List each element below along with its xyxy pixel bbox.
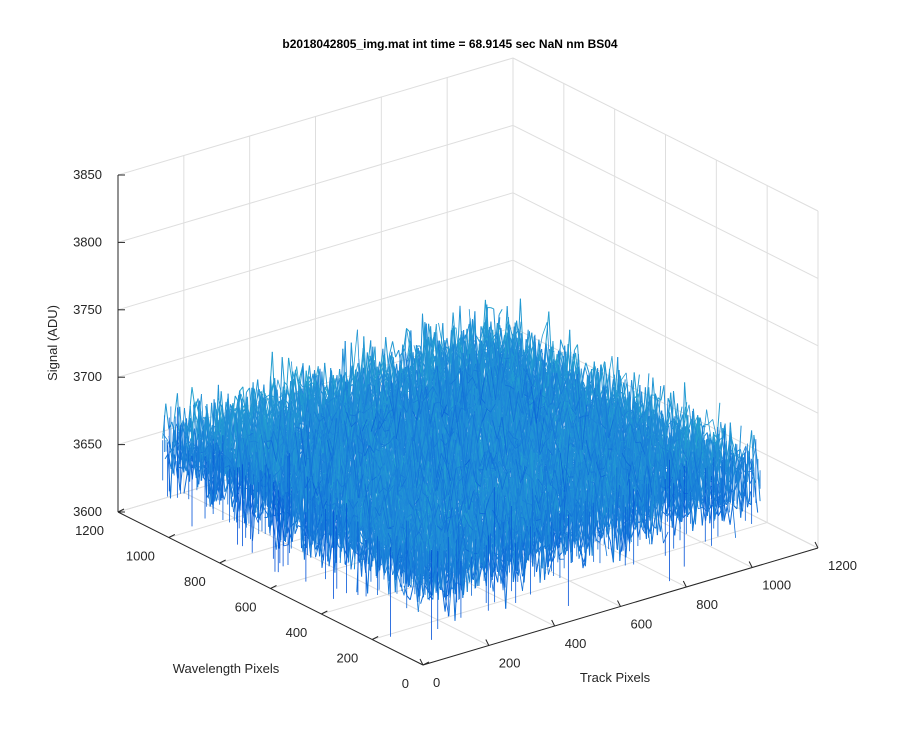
surface-segment bbox=[202, 476, 207, 482]
surface-segment bbox=[426, 381, 431, 387]
back-wall-grid-line bbox=[117, 259, 514, 378]
surface-segment bbox=[499, 338, 504, 354]
surface-segment bbox=[384, 362, 389, 381]
surface-segment bbox=[288, 357, 293, 380]
surface-segment bbox=[458, 342, 463, 354]
surface-segment bbox=[226, 448, 231, 481]
side-wall-grid-line bbox=[512, 327, 819, 482]
surface-segment bbox=[367, 340, 372, 369]
surface-segment bbox=[491, 334, 496, 340]
surface-segment bbox=[239, 386, 244, 392]
surface-mesh bbox=[162, 298, 761, 640]
surface-segment bbox=[195, 401, 200, 415]
surface-segment bbox=[452, 312, 457, 351]
surface-segment bbox=[439, 323, 444, 364]
surface-segment bbox=[479, 325, 484, 342]
side-wall-grid-line bbox=[512, 57, 819, 212]
surface-segment bbox=[394, 369, 399, 389]
surface-segment bbox=[407, 330, 412, 355]
surface-segment bbox=[191, 444, 196, 450]
surface-segment bbox=[355, 394, 360, 399]
surface-segment bbox=[193, 412, 198, 421]
surface-segment bbox=[281, 357, 286, 395]
surface-segment bbox=[385, 337, 390, 371]
surface-segment bbox=[412, 379, 417, 407]
surface-segment bbox=[362, 348, 367, 390]
surface-segment bbox=[324, 386, 329, 394]
surface-segment bbox=[392, 341, 397, 358]
surface-segment bbox=[300, 397, 304, 414]
surface-segment bbox=[173, 393, 178, 420]
surface-segment bbox=[498, 308, 503, 316]
surface-segment bbox=[379, 348, 384, 374]
surface-segment bbox=[189, 422, 194, 432]
surface-segment bbox=[475, 335, 480, 342]
surface-segment bbox=[183, 473, 188, 494]
surface-segment bbox=[234, 395, 239, 402]
side-wall-grid-line bbox=[512, 192, 819, 347]
surface-segment bbox=[389, 341, 394, 355]
surface-segment bbox=[311, 382, 316, 386]
back-wall-grid-line bbox=[117, 57, 514, 176]
surface-segment bbox=[306, 411, 311, 430]
side-wall-grid-line bbox=[512, 259, 819, 414]
surface-segment bbox=[390, 355, 394, 358]
surface-segment bbox=[490, 307, 494, 310]
surface-segment bbox=[496, 322, 501, 331]
surface-segment bbox=[333, 375, 338, 399]
surface-segment bbox=[395, 349, 400, 358]
surface-segment bbox=[299, 366, 304, 379]
surface-segment bbox=[165, 403, 170, 430]
surface-segment bbox=[245, 387, 250, 393]
surface-segment bbox=[213, 408, 218, 435]
surface-segment bbox=[276, 397, 281, 411]
surface-segment bbox=[450, 325, 455, 376]
surface-segment bbox=[417, 352, 422, 358]
surface-segment bbox=[190, 412, 195, 442]
surface-segment bbox=[519, 298, 524, 360]
back-wall-grid-line bbox=[117, 192, 514, 311]
surface-segment bbox=[189, 405, 194, 443]
surface-segment bbox=[380, 355, 385, 377]
surface-segment bbox=[283, 381, 288, 386]
surface-segment bbox=[302, 370, 307, 417]
surface-segment bbox=[423, 330, 428, 381]
surface-segment bbox=[560, 339, 565, 350]
surface-segment bbox=[421, 340, 426, 369]
surface-segment bbox=[218, 404, 223, 433]
side-wall-grid-line bbox=[512, 124, 819, 279]
surface-segment bbox=[314, 366, 319, 385]
surface-segment bbox=[167, 453, 172, 470]
surface-segment bbox=[573, 344, 578, 351]
surface-segment bbox=[324, 362, 329, 395]
surface-segment bbox=[428, 336, 432, 383]
surface-segment bbox=[484, 299, 489, 340]
surface-segment bbox=[213, 429, 218, 440]
surface-segment bbox=[438, 356, 443, 378]
surface-segment bbox=[545, 341, 550, 370]
surface-segment bbox=[232, 402, 237, 437]
back-wall-grid-line bbox=[117, 124, 514, 243]
surface-segment bbox=[209, 463, 214, 509]
surface-segment bbox=[525, 331, 530, 354]
surface-segment bbox=[400, 364, 404, 385]
surface-segment bbox=[236, 390, 241, 420]
surface-segment bbox=[457, 339, 462, 372]
